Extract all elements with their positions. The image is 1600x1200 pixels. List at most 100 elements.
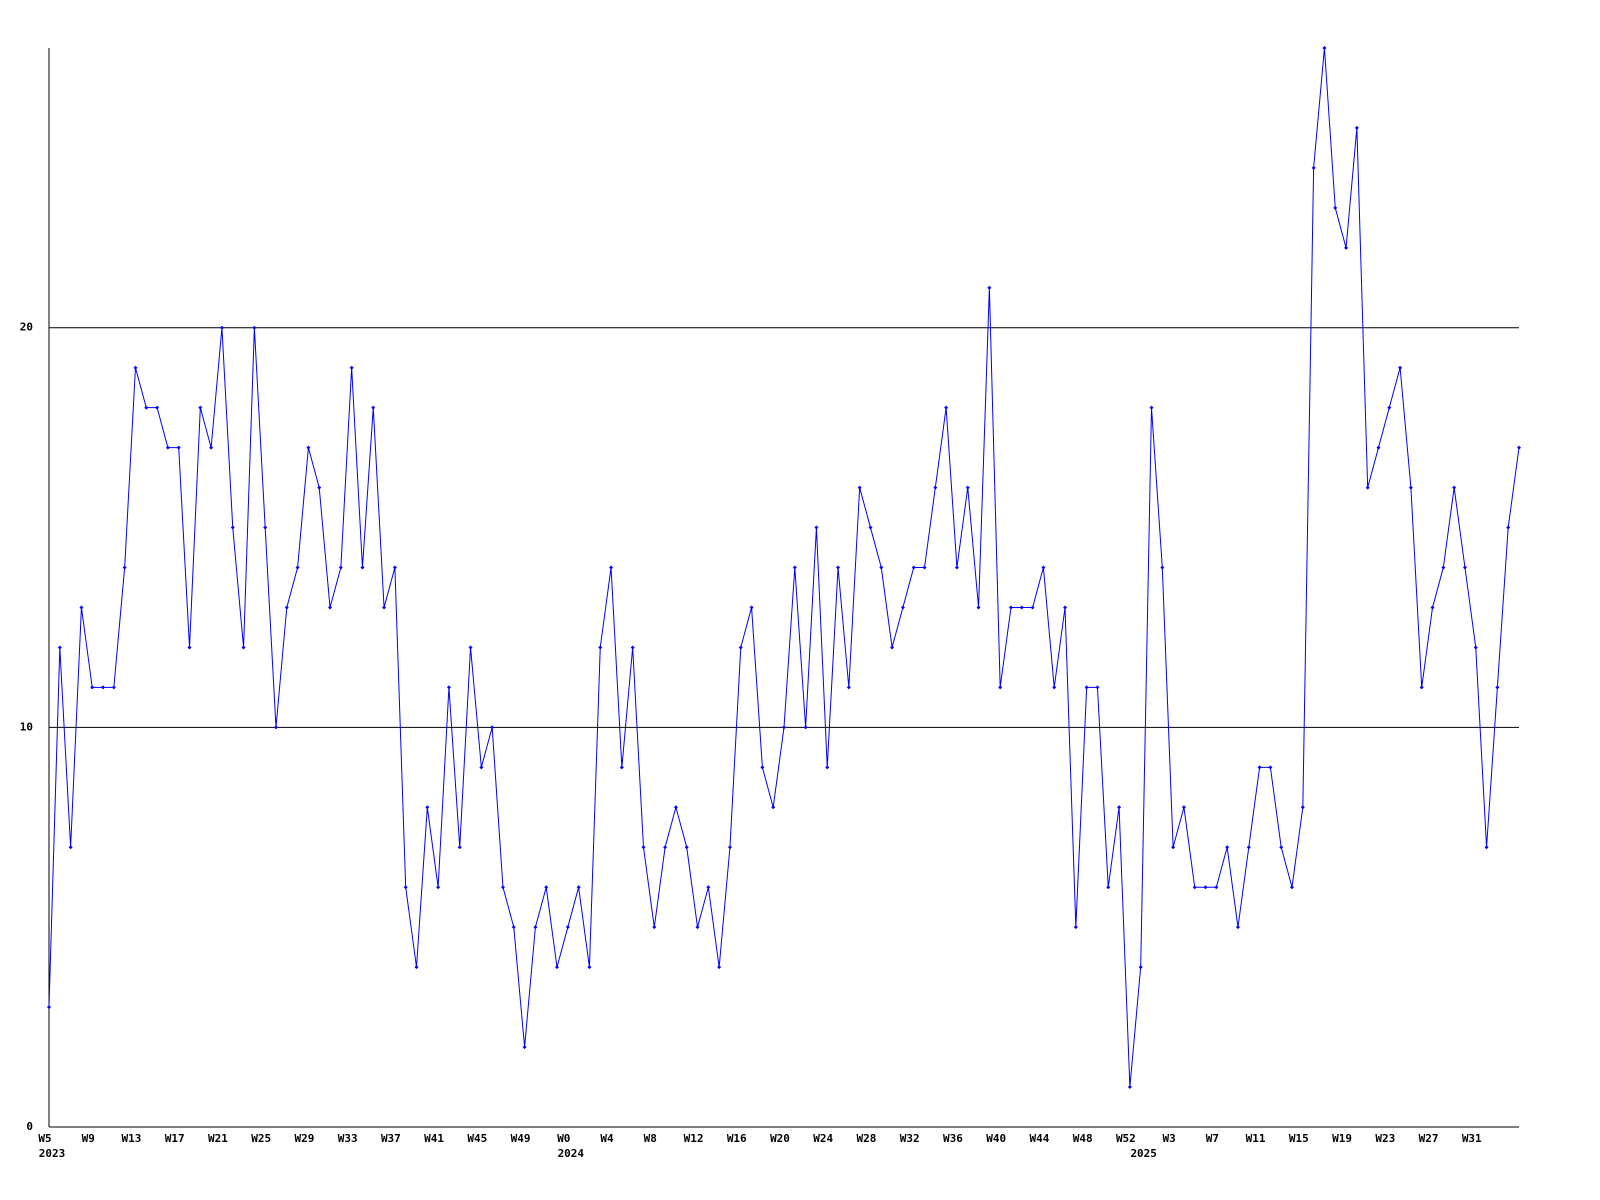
point-marker xyxy=(1387,405,1392,410)
point-marker xyxy=(1084,685,1089,690)
point-marker xyxy=(230,525,235,530)
x-tick-label: W13 xyxy=(122,1132,142,1145)
point-marker xyxy=(782,725,786,730)
point-marker xyxy=(1506,525,1511,530)
point-marker xyxy=(155,405,160,410)
series-line xyxy=(48,47,1520,1088)
x-tick-label: W9 xyxy=(82,1132,95,1145)
point-marker xyxy=(738,645,743,650)
point-marker xyxy=(317,485,322,490)
y-tick-label: 10 xyxy=(20,720,33,733)
point-marker xyxy=(933,485,938,490)
point-marker xyxy=(1484,845,1489,850)
point-marker xyxy=(998,685,1003,690)
point-marker xyxy=(1160,565,1165,570)
point-marker xyxy=(587,965,592,970)
point-marker xyxy=(122,565,127,570)
point-marker xyxy=(1192,885,1197,890)
point-marker xyxy=(371,405,376,410)
point-marker xyxy=(457,845,462,850)
point-marker xyxy=(706,885,711,890)
point-marker xyxy=(198,405,203,410)
x-tick-label: W11 xyxy=(1246,1132,1266,1145)
x-tick-label: W41 xyxy=(424,1132,444,1145)
point-marker xyxy=(425,805,430,810)
point-marker xyxy=(1441,565,1446,570)
x-tick-label: W20 xyxy=(770,1132,790,1145)
point-marker xyxy=(965,485,970,490)
point-marker xyxy=(814,525,819,530)
point-marker xyxy=(1246,845,1251,850)
point-marker xyxy=(900,605,905,610)
point-marker xyxy=(1117,805,1122,810)
point-marker xyxy=(1041,565,1046,570)
point-marker xyxy=(1214,885,1219,890)
point-marker xyxy=(879,565,884,570)
point-marker xyxy=(468,645,473,650)
point-marker xyxy=(630,645,635,650)
point-marker xyxy=(1290,885,1295,890)
point-marker xyxy=(1235,925,1240,930)
point-marker xyxy=(1495,685,1500,690)
point-marker xyxy=(1462,565,1467,570)
point-marker xyxy=(760,765,765,770)
point-marker xyxy=(609,565,614,570)
x-tick-label: W45 xyxy=(467,1132,487,1145)
point-marker xyxy=(727,845,732,850)
point-marker xyxy=(1030,605,1035,610)
point-marker xyxy=(328,605,333,610)
x-tick-label: W36 xyxy=(943,1132,963,1145)
point-marker xyxy=(57,645,62,650)
point-marker xyxy=(717,965,722,970)
x-tick-label: W17 xyxy=(165,1132,185,1145)
point-marker xyxy=(490,725,495,730)
point-marker xyxy=(284,605,289,610)
x-tick-label: W28 xyxy=(857,1132,877,1145)
point-marker xyxy=(360,565,365,570)
point-marker xyxy=(803,725,808,730)
year-label: 2025 xyxy=(1130,1147,1157,1160)
point-marker xyxy=(911,565,916,570)
point-marker xyxy=(1473,645,1478,650)
point-marker xyxy=(598,645,603,650)
point-marker xyxy=(544,885,549,890)
x-tick-label: W37 xyxy=(381,1132,401,1145)
y-tick-label: 0 xyxy=(26,1120,33,1133)
point-marker xyxy=(771,805,776,810)
point-marker xyxy=(890,645,895,650)
point-marker xyxy=(695,925,700,930)
point-marker xyxy=(1322,46,1327,50)
point-marker xyxy=(836,565,841,570)
x-tick-label: W40 xyxy=(986,1132,1006,1145)
x-tick-label: W49 xyxy=(511,1132,531,1145)
point-marker xyxy=(1019,605,1024,610)
point-marker xyxy=(565,925,570,930)
point-marker xyxy=(533,925,538,930)
point-marker xyxy=(101,685,106,690)
point-marker xyxy=(976,605,981,610)
point-marker xyxy=(652,925,657,930)
x-tick-label: W48 xyxy=(1073,1132,1093,1145)
point-marker xyxy=(1365,485,1370,490)
point-marker xyxy=(1008,605,1013,610)
point-marker xyxy=(1127,1085,1132,1090)
point-marker xyxy=(684,845,689,850)
x-tick-label: W24 xyxy=(813,1132,833,1145)
x-tick-label: W5 xyxy=(38,1132,51,1145)
point-marker xyxy=(241,645,246,650)
point-marker xyxy=(219,325,224,330)
point-marker xyxy=(792,565,797,570)
x-tick-label: W44 xyxy=(1029,1132,1049,1145)
point-marker xyxy=(263,525,268,530)
point-marker xyxy=(165,445,170,450)
point-marker xyxy=(954,565,959,570)
point-marker xyxy=(79,605,84,610)
x-tick-label: W0 xyxy=(557,1132,570,1145)
point-marker xyxy=(857,485,862,490)
point-marker xyxy=(922,565,927,570)
x-tick-label: W4 xyxy=(600,1132,614,1145)
point-marker xyxy=(144,405,149,410)
point-marker xyxy=(1408,485,1413,490)
point-marker xyxy=(68,845,73,850)
